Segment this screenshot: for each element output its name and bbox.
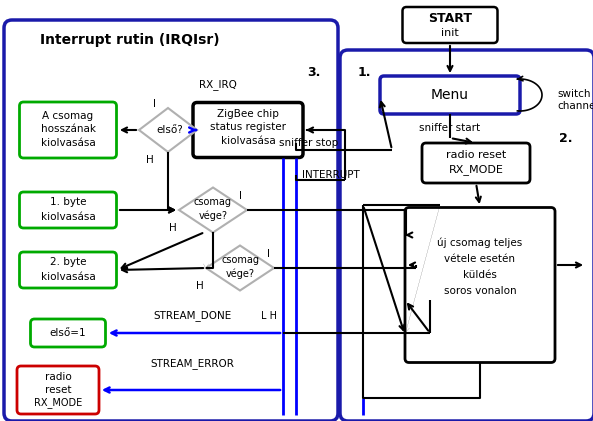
Text: kiolvasása: kiolvasása bbox=[41, 212, 95, 222]
Text: 1. byte: 1. byte bbox=[50, 197, 86, 207]
Text: reset: reset bbox=[44, 385, 71, 395]
Text: hosszának: hosszának bbox=[40, 124, 95, 134]
Polygon shape bbox=[179, 187, 247, 232]
Text: STREAM_DONE: STREAM_DONE bbox=[153, 311, 231, 322]
Text: I: I bbox=[266, 249, 269, 259]
FancyBboxPatch shape bbox=[405, 208, 555, 362]
Text: H: H bbox=[146, 155, 154, 165]
FancyBboxPatch shape bbox=[380, 76, 520, 114]
Text: init: init bbox=[441, 28, 459, 38]
FancyBboxPatch shape bbox=[4, 20, 338, 421]
Polygon shape bbox=[206, 245, 274, 290]
Polygon shape bbox=[139, 108, 197, 152]
Text: START: START bbox=[428, 13, 472, 26]
Text: vége?: vége? bbox=[225, 269, 254, 279]
FancyBboxPatch shape bbox=[20, 102, 116, 158]
Text: 2.: 2. bbox=[559, 131, 573, 144]
Text: 1.: 1. bbox=[358, 66, 371, 78]
FancyBboxPatch shape bbox=[20, 192, 116, 228]
Text: H: H bbox=[196, 281, 204, 291]
Text: vétele esetén: vétele esetén bbox=[445, 254, 515, 264]
Text: I: I bbox=[240, 191, 243, 201]
Text: küldés: küldés bbox=[463, 270, 497, 280]
Text: I: I bbox=[154, 99, 157, 109]
Text: kiolvasása: kiolvasása bbox=[41, 138, 95, 148]
Text: radio reset: radio reset bbox=[446, 150, 506, 160]
Text: status register: status register bbox=[210, 122, 286, 132]
Text: első=1: első=1 bbox=[50, 328, 87, 338]
Text: soros vonalon: soros vonalon bbox=[444, 286, 517, 296]
Text: kiolvasása: kiolvasása bbox=[221, 136, 275, 146]
FancyBboxPatch shape bbox=[193, 102, 303, 157]
FancyBboxPatch shape bbox=[422, 143, 530, 183]
FancyBboxPatch shape bbox=[403, 7, 498, 43]
Text: A csomag: A csomag bbox=[43, 111, 94, 121]
Text: H: H bbox=[169, 223, 177, 233]
Text: RX_MODE: RX_MODE bbox=[34, 397, 82, 408]
Text: Menu: Menu bbox=[431, 88, 469, 102]
Text: RX_MODE: RX_MODE bbox=[448, 165, 503, 176]
Text: STREAM_ERROR: STREAM_ERROR bbox=[150, 359, 234, 370]
Text: Interrupt rutin (IRQIsr): Interrupt rutin (IRQIsr) bbox=[40, 33, 220, 47]
FancyBboxPatch shape bbox=[340, 50, 593, 421]
Text: L H: L H bbox=[261, 311, 277, 321]
Text: kiolvasása: kiolvasása bbox=[41, 272, 95, 282]
FancyBboxPatch shape bbox=[30, 319, 106, 347]
Text: új csomag teljes: új csomag teljes bbox=[438, 238, 522, 248]
Text: első?: első? bbox=[157, 125, 183, 135]
Text: 2. byte: 2. byte bbox=[50, 257, 86, 267]
Text: csomag: csomag bbox=[194, 197, 232, 207]
Text: ZigBee chip: ZigBee chip bbox=[217, 109, 279, 119]
Text: sniffer stop: sniffer stop bbox=[279, 138, 338, 148]
Text: switch
channel: switch channel bbox=[557, 89, 593, 111]
Text: csomag: csomag bbox=[221, 255, 259, 265]
Text: vége?: vége? bbox=[199, 211, 228, 221]
Text: 3.: 3. bbox=[307, 67, 320, 80]
Text: radio: radio bbox=[44, 372, 71, 382]
FancyBboxPatch shape bbox=[20, 252, 116, 288]
Text: sniffer start: sniffer start bbox=[419, 123, 480, 133]
FancyBboxPatch shape bbox=[17, 366, 99, 414]
Text: INTERRUPT: INTERRUPT bbox=[302, 170, 360, 180]
Text: RX_IRQ: RX_IRQ bbox=[199, 80, 237, 91]
